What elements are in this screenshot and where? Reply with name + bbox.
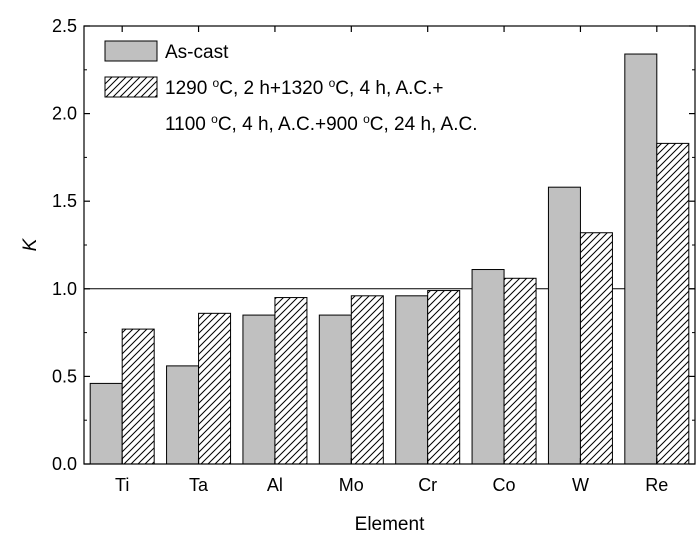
legend-label-heat-treated-line-1: 1290 oC, 2 h+1320 oC, 4 h, A.C.+ xyxy=(165,76,444,99)
x-tick-label-al: Al xyxy=(267,475,283,495)
y-tick-label: 0.5 xyxy=(52,366,77,386)
x-tick-label-mo: Mo xyxy=(339,475,364,495)
y-tick-label: 2.0 xyxy=(52,104,77,124)
x-tick-label-co: Co xyxy=(493,475,516,495)
bar-heat-treated-w xyxy=(579,232,613,465)
bar-heat-treated-re xyxy=(656,142,690,465)
y-axis-title: K xyxy=(20,237,41,251)
bar-heat-treated-al xyxy=(274,297,308,465)
bar-as-cast-mo xyxy=(318,314,352,465)
bar-heat-treated-mo xyxy=(350,295,384,465)
x-axis-title: Element xyxy=(355,514,425,535)
bar-as-cast-ta xyxy=(166,365,200,465)
x-tick-label-w: W xyxy=(572,475,589,495)
bar-as-cast-ti xyxy=(89,382,123,465)
x-tick-label-ti: Ti xyxy=(115,475,129,495)
y-tick-label: 0.0 xyxy=(52,454,77,474)
bars-layer xyxy=(89,53,690,465)
legend-swatch-heat-treated xyxy=(104,76,158,98)
legend-label-as-cast-line-1: As-cast xyxy=(165,42,229,63)
legend: As-cast 1290 oC, 2 h+1320 oC, 4 h, A.C.+ 1… xyxy=(104,40,477,135)
legend-swatch-as-cast xyxy=(104,40,158,62)
legend-label-heat-treated-line-2: 1100 oC, 4 h, A.C.+900 oC, 24 h, A.C. xyxy=(165,112,477,135)
x-tick-label-re: Re xyxy=(645,475,668,495)
bar-as-cast-co xyxy=(471,269,505,465)
bar-heat-treated-cr xyxy=(427,290,461,465)
y-tick-label: 1.5 xyxy=(52,191,77,211)
y-tick-label: 1.0 xyxy=(52,279,77,299)
x-tick-label-cr: Cr xyxy=(418,475,437,495)
bar-as-cast-al xyxy=(242,314,276,465)
bar-heat-treated-ta xyxy=(198,312,232,465)
bar-heat-treated-ti xyxy=(121,328,155,465)
bar-as-cast-cr xyxy=(395,295,429,465)
bar-as-cast-re xyxy=(624,53,658,465)
bar-as-cast-w xyxy=(547,186,581,465)
x-tick-label-ta: Ta xyxy=(189,475,209,495)
ticks-layer: 0.0 0.5 1.0 1.5 2.0 2.5 Ti Ta Al Mo Cr Co W Re xyxy=(52,16,695,495)
bar-heat-treated-co xyxy=(503,277,537,465)
y-tick-label: 2.5 xyxy=(52,16,77,36)
